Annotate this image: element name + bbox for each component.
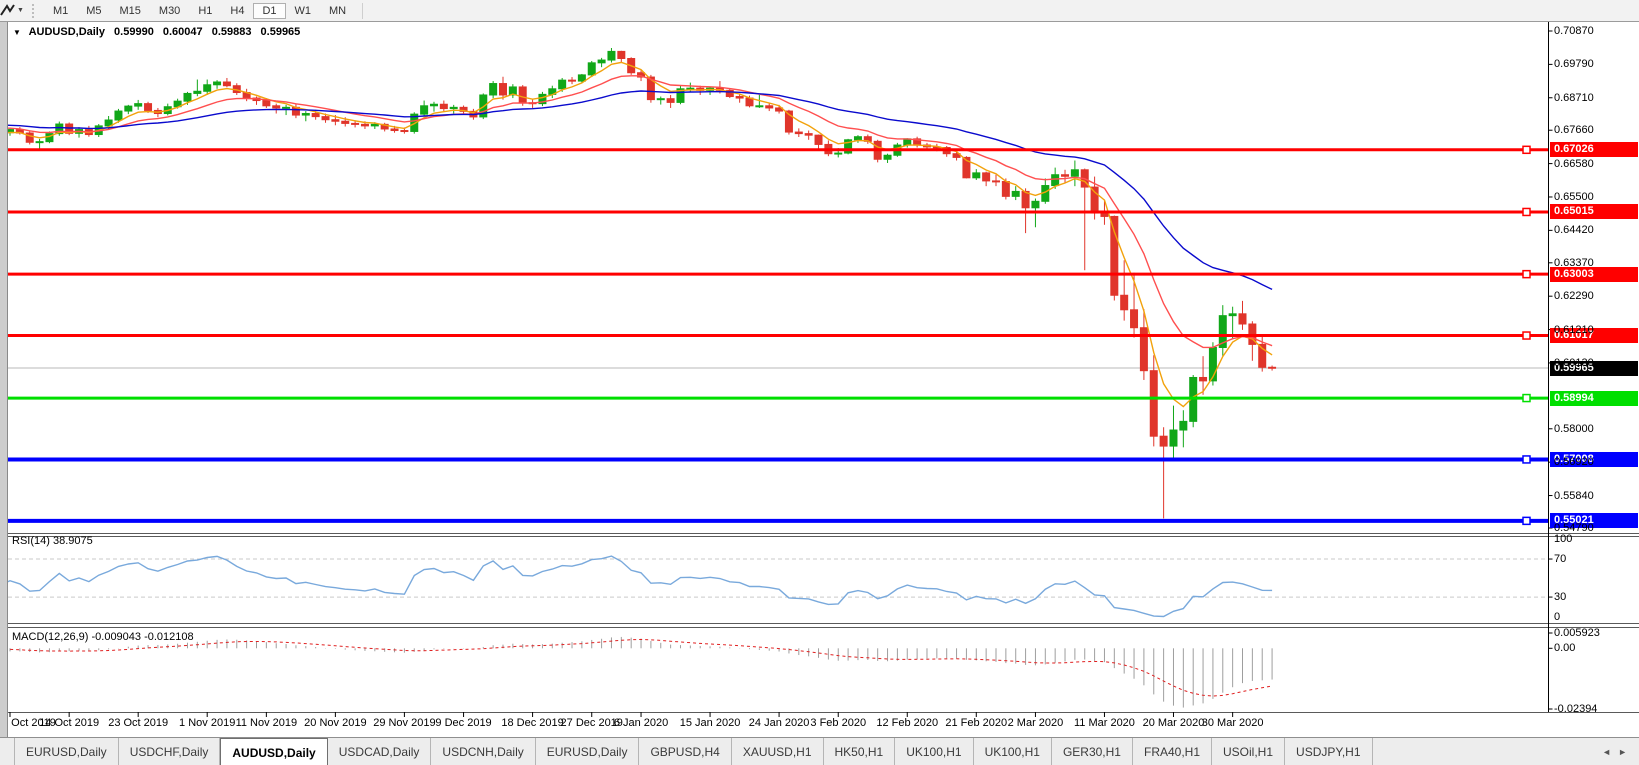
chart-title: ▼ AUDUSD,Daily 0.59990 0.60047 0.59883 0… bbox=[13, 26, 300, 38]
rsi-label: RSI(14) 38.9075 bbox=[12, 535, 93, 547]
rsi-value: 38.9075 bbox=[52, 535, 93, 547]
candles-layer bbox=[8, 47, 1277, 519]
chart-tab-usoil-h1[interactable]: USOil,H1 bbox=[1212, 738, 1286, 765]
line-handle[interactable] bbox=[1522, 393, 1531, 403]
toolbar-separator bbox=[362, 2, 364, 19]
macd-label: MACD(12,26,9) -0.009043 -0.012108 bbox=[12, 631, 194, 643]
chart-tool-icon[interactable] bbox=[0, 3, 15, 18]
line-handle[interactable] bbox=[1522, 516, 1531, 526]
tab-scroll-left-icon[interactable]: ◄ bbox=[1602, 747, 1612, 757]
line-handle[interactable] bbox=[1522, 455, 1531, 464]
chart-tab-gbpusd-h4[interactable]: GBPUSD,H4 bbox=[639, 738, 732, 765]
line-handle[interactable] bbox=[1522, 269, 1531, 279]
chart-tab-bar: EURUSD,Daily USDCHF,Daily AUDUSD,Daily USDC… bbox=[0, 737, 1639, 765]
line-handle[interactable] bbox=[1522, 331, 1531, 340]
chart-tab-hk50-h1[interactable]: HK50,H1 bbox=[824, 738, 896, 765]
timeframe-button-m15[interactable]: M15 bbox=[119, 4, 141, 17]
chart-tab-usdcnh-daily[interactable]: USDCNH,Daily bbox=[431, 738, 536, 765]
timeframe-button-h1[interactable]: H1 bbox=[198, 4, 213, 17]
chart-tab-audusd-daily[interactable]: AUDUSD,Daily bbox=[220, 738, 328, 765]
line-handle[interactable] bbox=[1522, 207, 1531, 217]
chart-tab-eurusd-daily[interactable]: EURUSD,Daily bbox=[536, 738, 640, 765]
price-close: 0.59965 bbox=[260, 26, 301, 38]
chart-tab-usdcad-daily[interactable]: USDCAD,Daily bbox=[328, 738, 432, 765]
chart-tab-usdjpy-h1[interactable]: USDJPY,H1 bbox=[1285, 738, 1373, 765]
chart-tab-ger30-h1[interactable]: GER30,H1 bbox=[1052, 738, 1133, 765]
rsi-pane[interactable] bbox=[0, 543, 1548, 618]
chart-tab-usdchf-daily[interactable]: USDCHF,Daily bbox=[119, 738, 221, 765]
timeframe-button-h4[interactable]: H4 bbox=[230, 4, 245, 17]
timeframe-button-m5[interactable]: M5 bbox=[86, 4, 102, 17]
macd-histogram bbox=[9, 636, 1273, 708]
chart-tool-dropdown-icon[interactable]: ▼ bbox=[17, 7, 24, 14]
timeframe-button-d1[interactable]: D1 bbox=[253, 2, 286, 19]
chart-tab-uk100-h1[interactable]: UK100,H1 bbox=[895, 738, 974, 765]
tab-scroll-buttons: ◄ ► bbox=[1590, 738, 1639, 765]
chart-menu-caret-icon[interactable]: ▼ bbox=[13, 28, 21, 37]
price-low: 0.59883 bbox=[211, 26, 252, 38]
macd-pane[interactable] bbox=[0, 636, 1273, 708]
rsi-line bbox=[8, 555, 1273, 618]
main-pane[interactable] bbox=[0, 47, 1548, 519]
timeframe-toolbar: ▼ M1 M5 M15 M30 H1 H4 D1 W1 MN bbox=[0, 0, 1639, 22]
timeframe-button-w1[interactable]: W1 bbox=[294, 4, 312, 17]
macd-signal-value: -0.012108 bbox=[144, 631, 194, 643]
timeframe-buttons: M1 M5 M15 M30 H1 H4 D1 W1 MN bbox=[44, 2, 355, 19]
toolbar-grip bbox=[31, 3, 37, 18]
window-left-edge bbox=[0, 21, 8, 765]
ma-ema5-line[interactable] bbox=[0, 61, 1273, 408]
timeframe-button-m30[interactable]: M30 bbox=[158, 4, 181, 17]
chart-symbol-period: AUDUSD,Daily bbox=[28, 26, 105, 38]
price-open: 0.59990 bbox=[114, 26, 154, 38]
line-handle[interactable] bbox=[1522, 145, 1531, 155]
timeframe-button-m1[interactable]: M1 bbox=[52, 4, 69, 17]
chart-tab-xauusd-h1[interactable]: XAUUSD,H1 bbox=[732, 738, 824, 765]
chart-tab-fra40-h1[interactable]: FRA40,H1 bbox=[1133, 738, 1213, 765]
chart-tab-eurusd-daily[interactable]: EURUSD,Daily bbox=[14, 738, 119, 765]
timeframe-button-mn[interactable]: MN bbox=[329, 4, 347, 17]
chart-tab-uk100-h1[interactable]: UK100,H1 bbox=[974, 738, 1052, 765]
tab-scroll-right-icon[interactable]: ► bbox=[1618, 747, 1627, 757]
macd-main-value: -0.009043 bbox=[91, 631, 142, 643]
ma-ema34-line[interactable] bbox=[0, 90, 1273, 291]
price-high: 0.60047 bbox=[162, 26, 203, 38]
macd-signal-line bbox=[8, 638, 1273, 697]
